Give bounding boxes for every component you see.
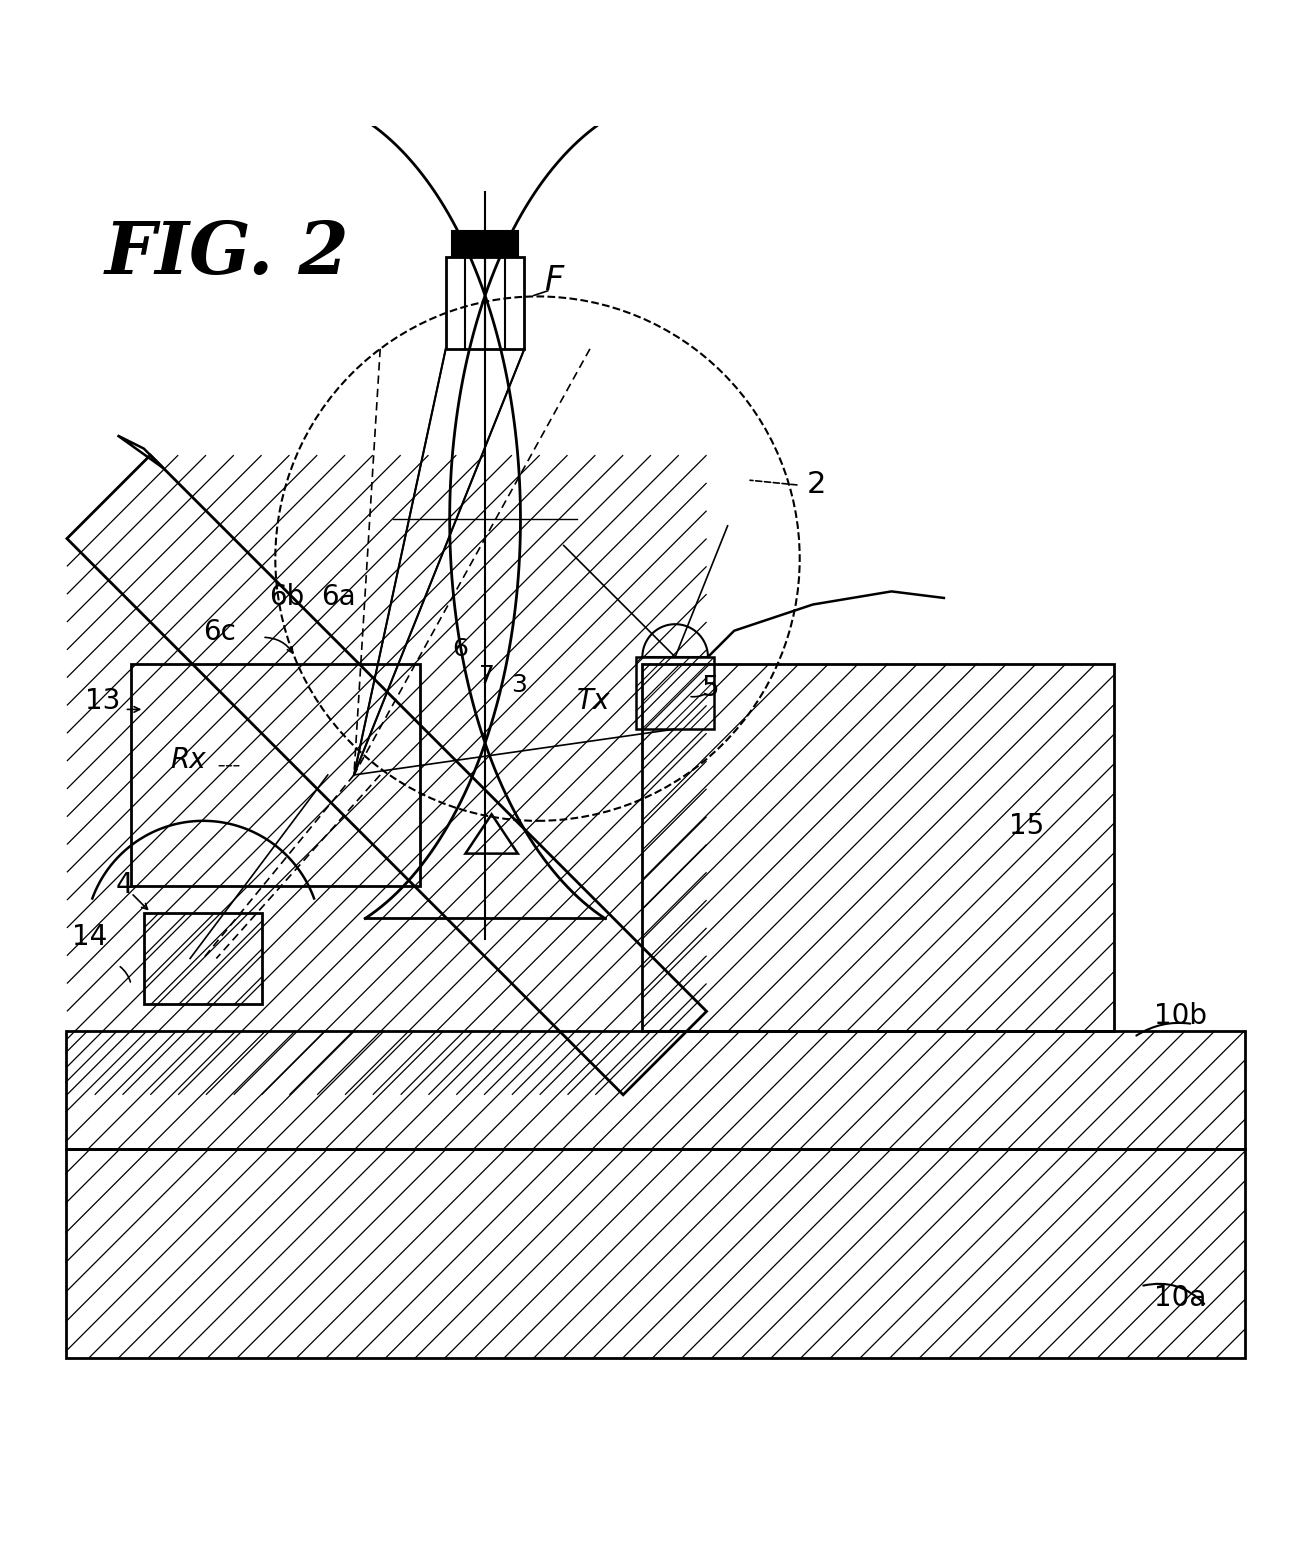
Text: 6b: 6b bbox=[269, 583, 304, 611]
Text: 6a: 6a bbox=[321, 583, 355, 611]
Text: 3: 3 bbox=[511, 674, 527, 697]
Text: Tx: Tx bbox=[577, 688, 610, 716]
Text: 2: 2 bbox=[806, 470, 826, 499]
Text: 15: 15 bbox=[1009, 811, 1045, 839]
Polygon shape bbox=[452, 231, 518, 256]
Text: 13: 13 bbox=[85, 688, 121, 716]
Text: 10b: 10b bbox=[1154, 1002, 1206, 1030]
Text: 6: 6 bbox=[452, 636, 468, 661]
Text: 10a: 10a bbox=[1154, 1283, 1206, 1311]
Text: 14: 14 bbox=[72, 924, 108, 952]
Text: 7: 7 bbox=[479, 664, 494, 688]
Text: 4: 4 bbox=[115, 871, 132, 899]
Text: FIG. 2: FIG. 2 bbox=[105, 217, 350, 289]
Text: Rx: Rx bbox=[170, 747, 206, 774]
Text: 6c: 6c bbox=[203, 617, 236, 646]
Text: 5: 5 bbox=[701, 674, 718, 702]
Text: F: F bbox=[544, 264, 564, 297]
